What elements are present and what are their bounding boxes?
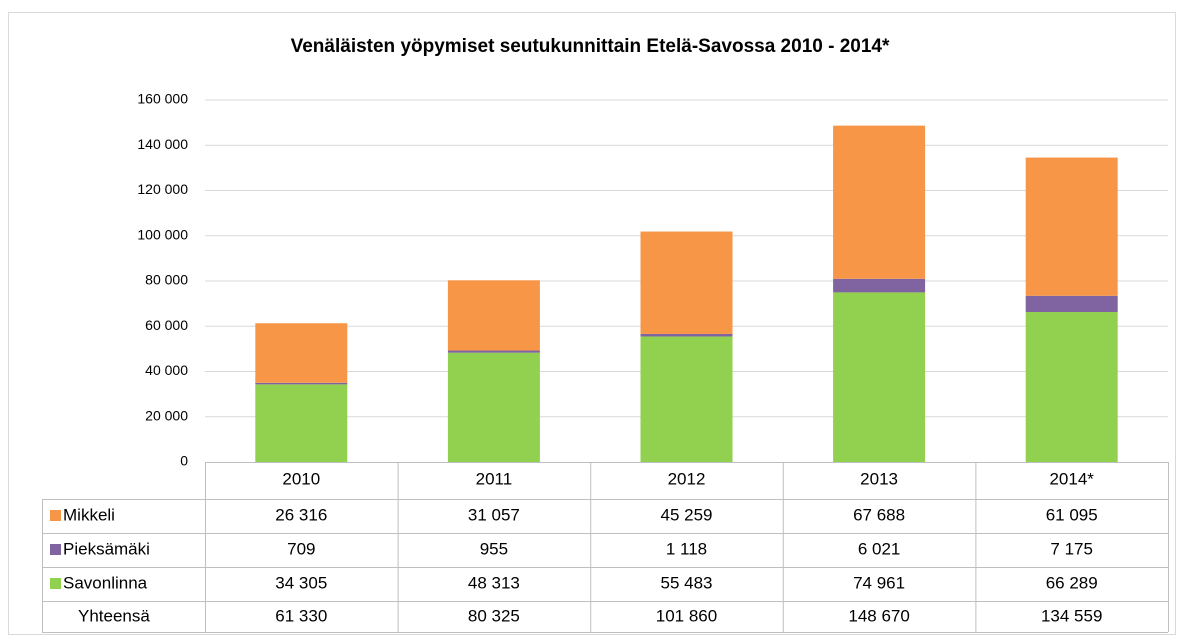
x-tick-label: 2010 — [282, 469, 320, 488]
bar-segment — [255, 384, 348, 462]
bar-segment — [1025, 157, 1118, 296]
legend-label: Mikkeli — [63, 505, 115, 524]
bar-segment — [255, 323, 348, 383]
x-tick-label: 2011 — [476, 469, 513, 488]
bar-segment — [640, 333, 733, 337]
table-value: 709 — [287, 539, 315, 558]
table-value: 55 483 — [661, 573, 713, 592]
bar-segment — [447, 280, 540, 351]
bar-segment — [833, 292, 926, 462]
table-value: 26 316 — [275, 505, 327, 524]
y-tick-label: 0 — [180, 453, 188, 469]
bar-segment — [640, 336, 733, 462]
y-tick-label: 60 000 — [145, 317, 188, 333]
table-value: 31 057 — [468, 505, 520, 524]
y-tick-label: 140 000 — [137, 136, 188, 152]
legend-label: Savonlinna — [63, 573, 148, 592]
bar-segment — [255, 382, 348, 385]
bar-segment — [833, 278, 926, 293]
bar-segment — [640, 231, 733, 334]
table-value: 7 175 — [1050, 539, 1093, 558]
y-tick-label: 160 000 — [137, 91, 188, 107]
total-value: 61 330 — [275, 606, 327, 625]
total-value: 101 860 — [656, 606, 717, 625]
legend-label: Pieksämäki — [63, 539, 150, 558]
legend-swatch — [50, 510, 61, 521]
bar-segment — [1025, 295, 1118, 313]
legend-swatch — [50, 544, 61, 555]
total-value: 148 670 — [848, 606, 909, 625]
table-value: 1 118 — [666, 539, 707, 558]
total-value: 134 559 — [1041, 606, 1102, 625]
y-tick-label: 80 000 — [145, 272, 188, 288]
table-value: 66 289 — [1046, 573, 1098, 592]
y-tick-label: 120 000 — [137, 181, 188, 197]
table-value: 34 305 — [275, 573, 327, 592]
y-tick-label: 100 000 — [137, 226, 188, 242]
x-tick-label: 2014* — [1049, 469, 1094, 488]
y-tick-label: 20 000 — [145, 407, 188, 423]
table-value: 74 961 — [853, 573, 905, 592]
bar-segment — [1025, 312, 1118, 462]
chart-frame — [8, 12, 1176, 635]
y-tick-label: 40 000 — [145, 362, 188, 378]
table-value: 67 688 — [853, 505, 905, 524]
x-tick-label: 2013 — [860, 469, 898, 488]
total-label: Yhteensä — [78, 606, 150, 625]
table-value: 45 259 — [661, 505, 713, 524]
table-value: 6 021 — [858, 539, 901, 558]
legend-swatch — [50, 578, 61, 589]
bar-segment — [447, 350, 540, 353]
table-value: 955 — [480, 539, 508, 558]
table-value: 48 313 — [468, 573, 520, 592]
bar-segment — [447, 352, 540, 462]
total-value: 80 325 — [468, 606, 520, 625]
table-value: 61 095 — [1046, 505, 1098, 524]
x-tick-label: 2012 — [668, 469, 706, 488]
bar-segment — [833, 125, 926, 279]
chart-title: Venäläisten yöpymiset seutukunnittain Et… — [291, 36, 890, 57]
